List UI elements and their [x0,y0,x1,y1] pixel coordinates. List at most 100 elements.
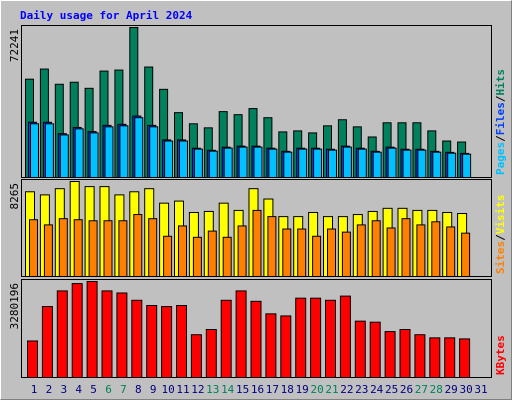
x-tick-label: 7 [120,383,127,396]
bar [432,151,442,178]
legend-entry: Pages [494,142,507,175]
bar [384,331,396,378]
bar [58,218,68,278]
bar [252,209,262,278]
bar [399,329,411,378]
y-tick-label: 72241 [8,29,21,62]
bar [447,152,457,178]
chart-title: Daily usage for April 2024 [20,9,193,22]
x-tick-label: 11 [176,383,189,396]
x-tick-label: 14 [221,383,235,396]
bar [417,149,427,179]
legend-entry: Files [494,102,507,135]
bar [402,149,412,179]
bar [327,228,336,277]
bar [280,315,292,378]
bar [446,226,456,277]
x-tick-label: 8 [135,383,142,396]
bar [118,220,128,277]
bar [461,232,471,278]
bar [103,220,113,277]
bar [253,146,263,178]
bar [74,128,84,178]
bar [250,300,262,378]
x-tick-label: 15 [236,383,249,396]
legend-entry: Hits [494,69,507,96]
bar [312,235,322,277]
bar [283,151,293,178]
bar [30,123,39,178]
bar [369,321,381,378]
x-tick-label: 3 [60,383,67,396]
bar [176,305,187,378]
bar [134,117,144,178]
x-tick-label: 22 [340,383,353,396]
bar [268,148,278,179]
bar [88,220,98,277]
legend: Pages/Files/Hits [494,69,507,175]
x-tick-label: 20 [310,383,323,396]
x-tick-label: 5 [90,383,97,396]
bar [149,126,159,178]
bar [101,290,113,378]
bar [56,290,68,378]
x-tick-label: 10 [161,383,174,396]
bar [193,148,203,179]
x-tick-label: 26 [400,383,413,396]
legend-entry: KBytes [494,335,507,375]
bar [223,147,233,178]
bar [44,123,54,178]
x-tick-label: 17 [266,383,279,396]
legend-separator: / [494,95,507,102]
bar [73,219,83,277]
y-tick-label: 8265 [8,183,21,210]
bar [59,134,69,178]
bar [43,224,53,278]
legend-separator: / [494,234,507,241]
bar [310,297,322,378]
bar [41,306,53,378]
bar [163,235,173,277]
x-tick-label: 12 [191,383,204,396]
legend-separator: / [494,135,507,142]
bar [161,306,173,378]
bar [178,225,187,278]
legend-entry: Sites [494,241,507,274]
bar [462,153,472,179]
bar [313,148,323,179]
x-tick-label: 13 [206,383,219,396]
bar [89,132,99,179]
bar [342,146,352,178]
bar [431,221,441,277]
x-tick-label: 28 [430,383,443,396]
bar [372,151,382,178]
x-tick-label: 29 [445,383,458,396]
x-tick-label: 1 [31,383,38,396]
bar [282,228,292,277]
bar [237,225,247,278]
bar [341,231,351,278]
legend: Sites/Visits [494,195,507,275]
bar [325,299,336,378]
x-tick-label: 27 [415,383,428,396]
bar [86,281,98,378]
bar [104,126,114,178]
bar [444,337,456,379]
bar [148,218,158,278]
bar [179,140,188,178]
x-tick-label: 2 [46,383,53,396]
bar [386,227,396,277]
x-tick-label: 25 [385,383,398,396]
bar [208,150,218,178]
bar [238,146,248,178]
bar [371,220,381,277]
x-tick-label: 21 [325,383,338,396]
bar [328,149,337,179]
bar [164,140,174,178]
x-tick-label: 23 [355,383,368,396]
bar [354,320,366,378]
bar [119,125,129,179]
bar [267,216,277,277]
bar [235,290,247,378]
